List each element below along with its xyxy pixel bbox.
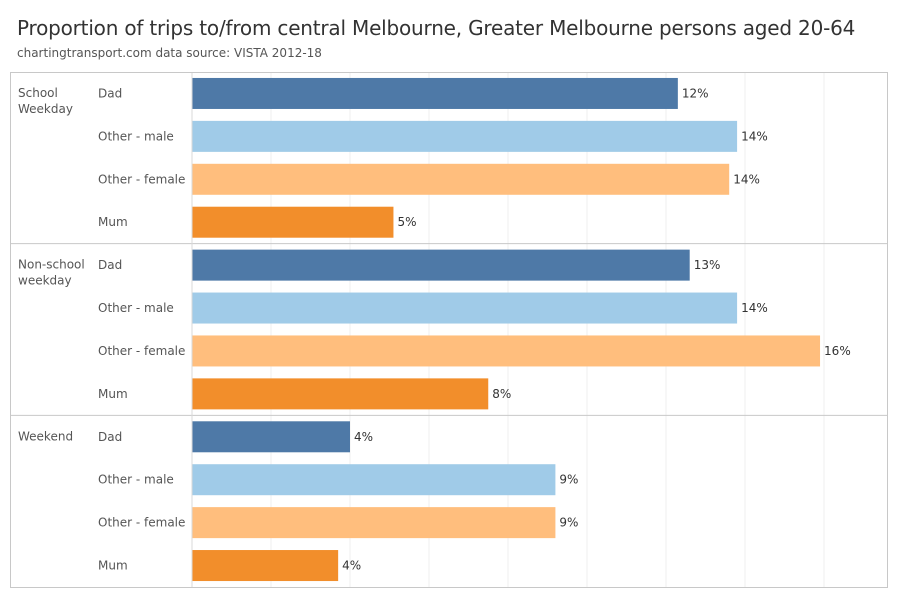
data-label: 4%	[354, 430, 373, 444]
category-label: Mum	[98, 215, 128, 229]
group-label: Non-school weekday	[18, 258, 85, 288]
data-label: 9%	[559, 473, 578, 487]
bar	[192, 77, 678, 109]
bar	[192, 507, 556, 539]
category-label: Other - male	[98, 301, 174, 315]
chart-title: Proportion of trips to/from central Melb…	[17, 16, 856, 40]
data-label: 4%	[342, 559, 361, 573]
bar	[192, 206, 394, 238]
category-label: Mum	[98, 559, 128, 573]
group-label: Weekend	[18, 429, 73, 443]
data-label: 14%	[741, 129, 768, 143]
data-label: 16%	[824, 344, 851, 358]
group-label: School Weekday	[18, 86, 73, 116]
bar	[192, 335, 821, 367]
bar	[192, 378, 489, 410]
category-label: Dad	[98, 430, 122, 444]
data-label: 14%	[741, 301, 768, 315]
bar	[192, 249, 690, 281]
category-label: Other - female	[98, 344, 185, 358]
category-label: Other - female	[98, 172, 185, 186]
category-label: Other - female	[98, 516, 185, 530]
category-label: Dad	[98, 86, 122, 100]
bar	[192, 120, 738, 152]
category-label: Mum	[98, 387, 128, 401]
category-label: Other - male	[98, 473, 174, 487]
data-label: 12%	[682, 86, 709, 100]
data-label: 5%	[397, 215, 416, 229]
data-label: 13%	[694, 258, 721, 272]
panel-border	[10, 72, 888, 588]
bar	[192, 464, 556, 496]
category-label: Dad	[98, 258, 122, 272]
data-label: 14%	[733, 172, 760, 186]
chart-subtitle: chartingtransport.com data source: VISTA…	[17, 46, 322, 60]
bar	[192, 163, 730, 195]
bar	[192, 421, 350, 453]
bar	[192, 550, 339, 582]
bar	[192, 292, 738, 324]
data-label: 8%	[492, 387, 511, 401]
data-label: 9%	[559, 516, 578, 530]
category-label: Other - male	[98, 129, 174, 143]
